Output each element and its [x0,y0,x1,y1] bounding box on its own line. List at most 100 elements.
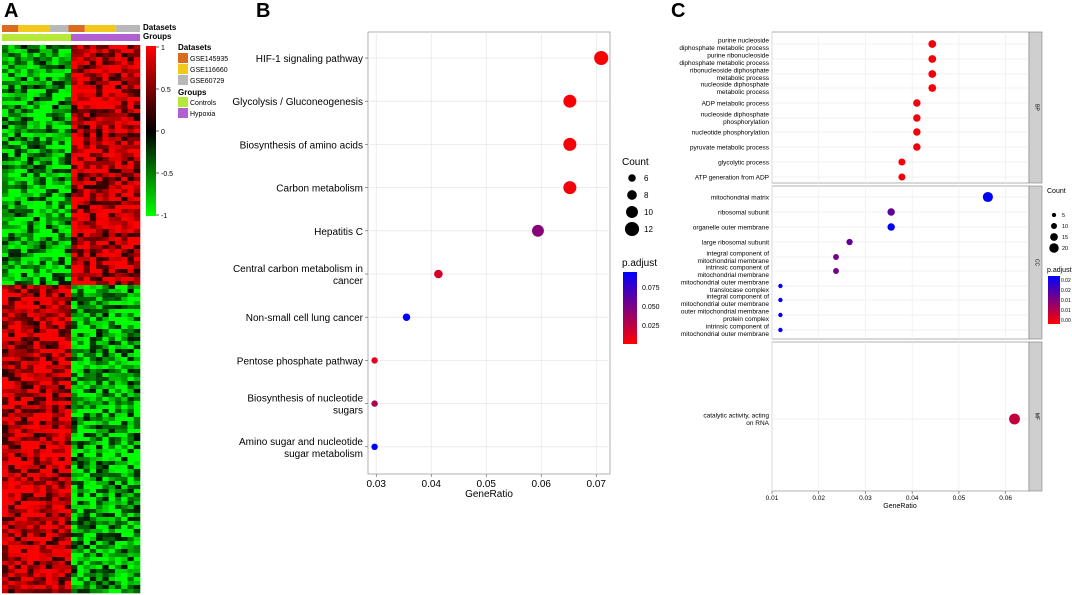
heatmap-cell [77,129,84,134]
heatmap-cell [114,497,122,502]
heatmap-cell [102,177,109,182]
heatmap-cell [89,357,97,362]
heatmap-cell [39,489,47,494]
heatmap-cell [58,321,66,326]
heatmap-cell [102,497,109,502]
heatmap-cell [2,153,9,158]
heatmap-cell [96,585,103,590]
heatmap-cell [14,421,22,426]
heatmap-cell [45,133,53,138]
panel-c-point [898,158,906,166]
heatmap-cell [52,289,59,294]
heatmap-cell [89,197,97,202]
heatmap-cell [127,341,135,346]
heatmap-cell [2,53,9,58]
heatmap-cell [77,453,84,458]
heatmap-cell [39,421,47,426]
heatmap-cell [64,333,72,338]
heatmap-cell [20,393,28,398]
heatmap-cell [121,349,128,354]
heatmap-cell [33,401,40,406]
heatmap-cell [121,145,128,150]
panel-c-size-legend-label: 20 [1062,246,1068,252]
heatmap-cell [2,209,9,214]
heatmap-cell [39,569,47,574]
heatmap-cell [20,505,28,510]
heatmap-cell [27,449,34,454]
heatmap-cell [71,505,78,510]
heatmap-cell [96,305,103,310]
heatmap-cell [45,529,53,534]
heatmap-cell [102,261,109,266]
heatmap-cell [64,153,72,158]
heatmap-cell [27,253,34,258]
heatmap-cell [27,233,34,238]
heatmap-cell [45,513,53,518]
heatmap-cell [108,89,116,94]
heatmap-cell [58,269,66,274]
heatmap-cell [52,485,59,490]
heatmap-cell [27,61,34,66]
heatmap-cell [71,445,78,450]
heatmap-cell [108,437,116,442]
heatmap-cell [96,201,103,206]
heatmap-cell [58,529,66,534]
heatmap-cell [77,93,84,98]
heatmap-cell [33,185,40,190]
heatmap-cell [71,141,78,146]
heatmap-cell [14,545,22,550]
heatmap-cell [58,77,66,82]
heatmap-cell [14,549,22,554]
heatmap-cell [64,189,72,194]
heatmap-cell [133,493,141,498]
heatmap-cell [114,297,122,302]
heatmap-cell [127,197,135,202]
heatmap-cell [39,549,47,554]
heatmap-cell [96,97,103,102]
heatmap-cell [108,317,116,322]
heatmap-cell [127,421,135,426]
heatmap-cell [96,385,103,390]
heatmap-cell [102,69,109,74]
heatmap-cell [33,149,40,154]
heatmap-cell [102,465,109,470]
heatmap-cell [89,485,97,490]
heatmap-cell [58,105,66,110]
heatmap-cell [77,573,84,578]
heatmap-cell [33,485,40,490]
heatmap-cell [77,225,84,230]
heatmap-cell [2,485,9,490]
heatmap-cell [39,121,47,126]
heatmap-cell [77,181,84,186]
heatmap-cell [89,289,97,294]
heatmap-cell [102,97,109,102]
heatmap-cell [121,361,128,366]
heatmap-cell [71,481,78,486]
datasets-annotation-cell [49,25,69,32]
heatmap-cell [20,137,28,142]
heatmap-cell [102,121,109,126]
heatmap-cell [20,233,28,238]
heatmap-cell [77,461,84,466]
heatmap-cell [108,289,116,294]
heatmap-cell [8,453,15,458]
heatmap-cell [64,281,72,286]
legend-datasets-item: GSE60729 [190,78,224,85]
heatmap-cell [45,69,53,74]
heatmap-cell [96,413,103,418]
heatmap-cell [8,213,15,218]
heatmap-cell [108,365,116,370]
heatmap-cell [83,429,91,434]
heatmap-cell [27,569,34,574]
heatmap-cell [52,145,59,150]
heatmap-cell [114,105,122,110]
heatmap-cell [96,313,103,318]
heatmap-cell [52,537,59,542]
heatmap-cell [96,437,103,442]
heatmap-cell [20,53,28,58]
heatmap-cell [71,61,78,66]
heatmap-cell [27,149,34,154]
heatmap-cell [77,533,84,538]
heatmap-cell [71,105,78,110]
heatmap-cell [52,385,59,390]
